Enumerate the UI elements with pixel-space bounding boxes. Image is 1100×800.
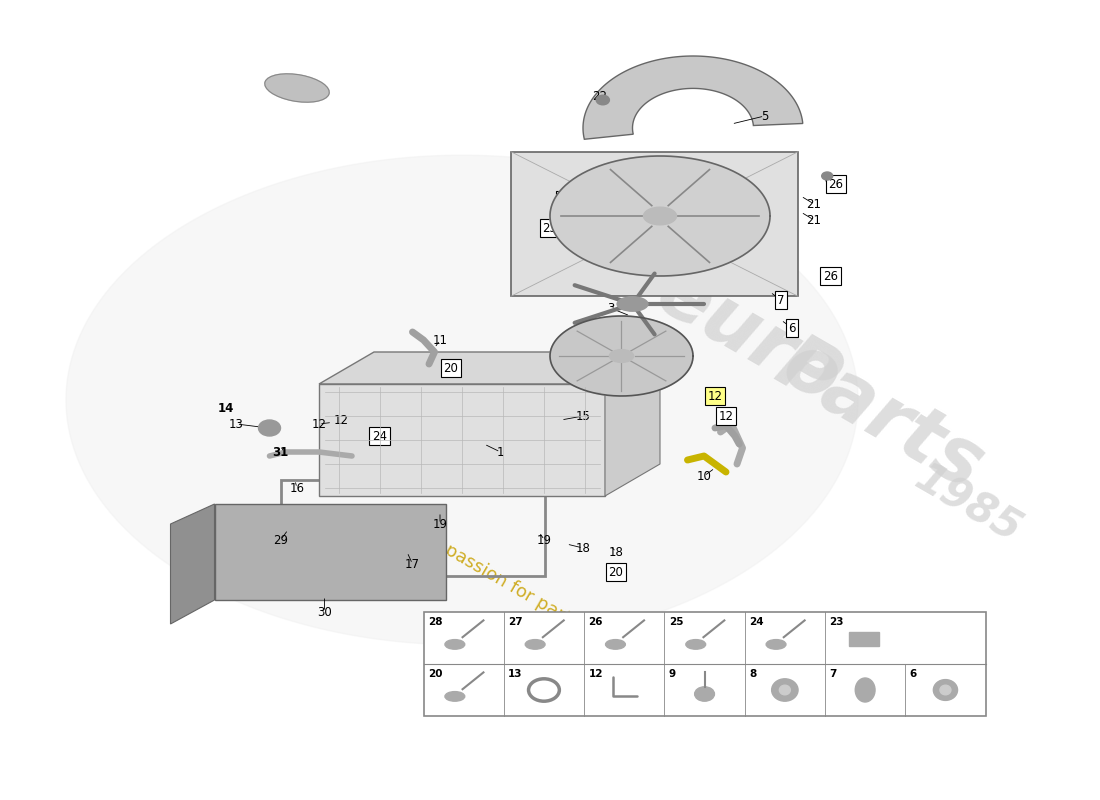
- Circle shape: [695, 686, 715, 701]
- Text: 15: 15: [575, 410, 591, 422]
- Text: 29: 29: [273, 534, 288, 546]
- Text: 4: 4: [673, 222, 680, 234]
- Text: 12: 12: [311, 418, 327, 430]
- Text: 1: 1: [497, 446, 504, 458]
- Text: 7: 7: [778, 294, 784, 306]
- Text: 26: 26: [588, 617, 603, 627]
- Text: 30: 30: [317, 606, 332, 618]
- Text: 12: 12: [718, 410, 734, 422]
- Circle shape: [258, 420, 280, 436]
- Text: 31: 31: [273, 446, 288, 458]
- Text: 20: 20: [428, 669, 442, 678]
- Polygon shape: [550, 156, 770, 276]
- Text: 27: 27: [559, 194, 574, 206]
- Ellipse shape: [644, 207, 676, 225]
- Circle shape: [822, 172, 833, 180]
- Polygon shape: [583, 56, 803, 139]
- Text: 11: 11: [432, 334, 448, 346]
- Text: 18: 18: [575, 542, 591, 554]
- Bar: [512, 152, 798, 296]
- Ellipse shape: [265, 74, 329, 102]
- Text: 20: 20: [608, 566, 624, 578]
- Text: Parts: Parts: [763, 326, 997, 506]
- Text: 6: 6: [789, 322, 795, 334]
- Ellipse shape: [609, 350, 634, 362]
- Text: 27: 27: [508, 617, 522, 627]
- Text: 20: 20: [443, 362, 459, 374]
- Polygon shape: [550, 316, 693, 396]
- Text: 19: 19: [537, 534, 552, 546]
- Text: 1985: 1985: [908, 457, 1028, 551]
- Polygon shape: [170, 504, 214, 624]
- Ellipse shape: [939, 685, 950, 694]
- Ellipse shape: [772, 678, 799, 701]
- Text: 22: 22: [592, 90, 607, 102]
- Bar: [319, 384, 605, 496]
- Text: 13: 13: [508, 669, 522, 678]
- Ellipse shape: [444, 640, 464, 650]
- Text: 2: 2: [673, 362, 680, 374]
- Text: 9: 9: [669, 669, 675, 678]
- Text: 23: 23: [542, 222, 558, 234]
- Ellipse shape: [767, 640, 785, 650]
- Text: 10: 10: [696, 470, 712, 482]
- Text: 21: 21: [806, 214, 822, 226]
- Text: 12: 12: [707, 390, 723, 402]
- Polygon shape: [66, 155, 858, 645]
- Ellipse shape: [526, 640, 544, 650]
- Ellipse shape: [444, 691, 464, 701]
- Text: 19: 19: [432, 518, 448, 530]
- Text: 14: 14: [218, 402, 233, 414]
- Text: 17: 17: [405, 558, 420, 570]
- Text: 6: 6: [910, 669, 917, 678]
- Ellipse shape: [617, 297, 648, 311]
- Text: 8: 8: [749, 669, 757, 678]
- Bar: [280, 480, 544, 576]
- Text: 24: 24: [372, 430, 387, 442]
- Text: 28: 28: [428, 617, 442, 627]
- Circle shape: [596, 95, 609, 105]
- Text: 5: 5: [761, 110, 768, 122]
- Text: a passion for parts since 1985: a passion for parts since 1985: [428, 532, 672, 684]
- Text: 25: 25: [652, 334, 668, 346]
- Text: 13: 13: [229, 418, 244, 430]
- Bar: [424, 612, 986, 716]
- Polygon shape: [319, 352, 660, 384]
- Text: 23: 23: [829, 617, 844, 627]
- Ellipse shape: [686, 640, 706, 650]
- Text: 26: 26: [828, 178, 844, 190]
- Text: 25: 25: [669, 617, 683, 627]
- Text: 7: 7: [829, 669, 837, 678]
- Text: 3: 3: [607, 302, 614, 314]
- Text: 26: 26: [823, 270, 838, 282]
- Text: 8: 8: [640, 242, 647, 254]
- Ellipse shape: [856, 678, 876, 702]
- Polygon shape: [605, 352, 660, 496]
- Text: 24: 24: [749, 617, 763, 627]
- Text: 12: 12: [588, 669, 603, 678]
- Text: 21: 21: [806, 198, 822, 210]
- Ellipse shape: [779, 685, 790, 694]
- Text: 12: 12: [333, 414, 349, 426]
- Text: 18: 18: [608, 546, 624, 558]
- Ellipse shape: [606, 640, 625, 650]
- Bar: [214, 504, 446, 600]
- Text: 16: 16: [289, 482, 305, 494]
- Text: euro: euro: [642, 253, 854, 419]
- Ellipse shape: [933, 679, 957, 701]
- Bar: [849, 632, 880, 646]
